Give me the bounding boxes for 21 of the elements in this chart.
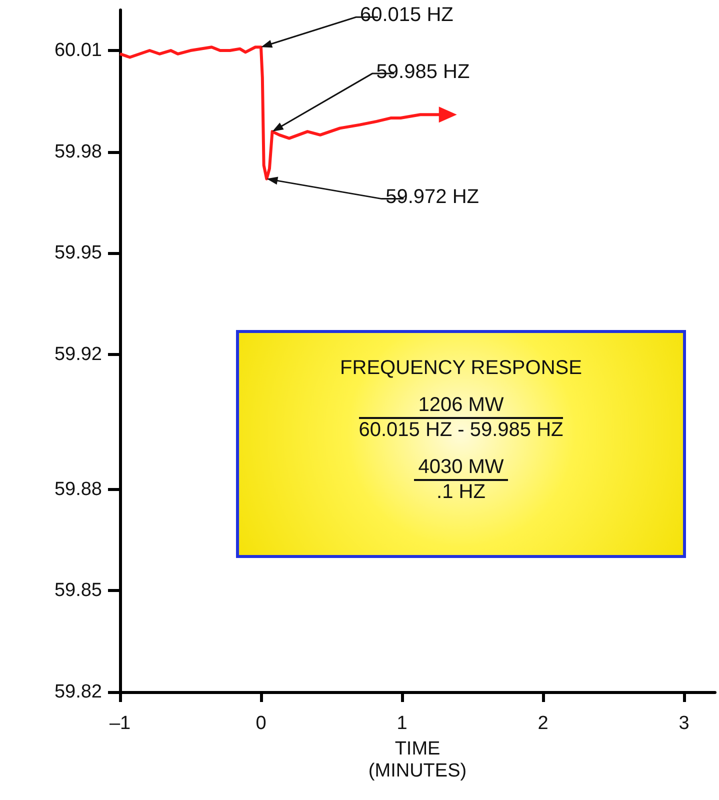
x-tick-label: 2 — [538, 713, 548, 734]
y-tick-label: 59.92 — [54, 344, 102, 365]
y-tick-label: 59.95 — [54, 242, 102, 264]
x-tick-label: 0 — [256, 713, 266, 734]
x-tick-label: 1 — [396, 713, 408, 734]
y-tick-label: 59.82 — [54, 682, 102, 702]
x-tick-label: –1 — [109, 713, 131, 734]
x-tick-label: 3 — [678, 713, 690, 734]
y-tick-label: 60.01 — [54, 40, 102, 62]
annotation: 4030 MW — [414, 456, 508, 481]
y-tick-label: 59.85 — [54, 580, 102, 602]
annotation: 1206 MW — [358, 394, 564, 419]
annotation: 59.985 HZ — [376, 60, 470, 84]
annotation: 59.972 HZ — [386, 186, 480, 209]
annotation: 60.015 HZ - 59.985 HZ — [358, 419, 564, 442]
x-axis-title: TIME (MINUTES) — [368, 738, 467, 782]
y-tick-label: 59.88 — [54, 478, 102, 500]
annotation: FREQUENCY RESPONSE — [339, 357, 583, 380]
annotation: 60.015 HZ — [360, 4, 454, 28]
annotation: .1 HZ — [436, 481, 486, 504]
y-tick-label: 59.98 — [54, 141, 102, 162]
